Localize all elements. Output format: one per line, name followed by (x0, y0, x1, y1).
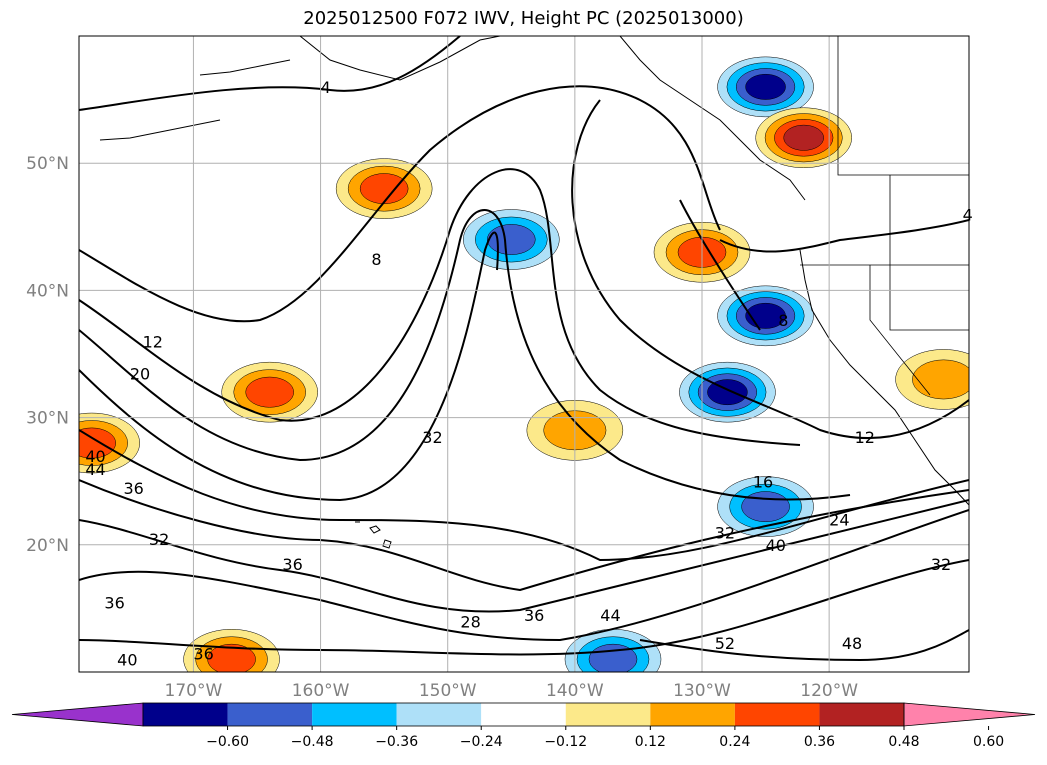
contour-label: 16 (753, 473, 773, 492)
colorbar-swatch (734, 703, 820, 726)
iwv-blob (221, 361, 318, 423)
colorbar-tick-label: 0.12 (635, 734, 666, 750)
contour-label: 52 (715, 634, 735, 653)
lat-tick-label: 50°N (26, 154, 69, 174)
colorbar: −0.60 −0.48 −0.36 −0.24 −0.12 0.12 0.24 0.36 0.4… (11, 702, 1036, 750)
contour-label: 36 (104, 593, 124, 612)
contour-label: 4 (963, 205, 973, 224)
contour-label: 40 (117, 651, 137, 670)
coastlines (99, 36, 969, 549)
lat-tick-label: 30°N (26, 409, 69, 429)
colorbar-tick-label: 0.60 (973, 734, 1004, 750)
colorbar-tick-label: −0.36 (375, 734, 418, 750)
iwv-blob (463, 209, 560, 270)
iwv-blob (183, 629, 280, 672)
contour-label: 32 (149, 530, 169, 549)
chart-title: 2025012500 F072 IWV, Height PC (20250130… (303, 8, 744, 29)
lon-tick-label: 120°W (800, 681, 858, 701)
iwv-level (783, 124, 824, 151)
contour-label: 12 (143, 333, 163, 352)
colorbar-swatch (650, 703, 735, 726)
contour-label: 12 (855, 428, 875, 447)
colorbar-swatch (143, 703, 228, 726)
colorbar-swatch (481, 703, 566, 726)
contour-label: 44 (85, 460, 105, 479)
contour-label: 48 (842, 634, 862, 653)
colorbar-frame (142, 702, 905, 727)
iwv-blob (679, 361, 776, 423)
colorbar-tick-label: −0.48 (291, 734, 334, 750)
colorbar-swatch (565, 703, 651, 726)
colorbar-swatch (312, 703, 397, 726)
colorbar-swatch (396, 703, 482, 726)
iwv-level (245, 376, 294, 408)
contour-label: 4 (321, 78, 331, 97)
contour-label: 36 (124, 479, 144, 498)
iwv-level (745, 73, 786, 100)
iwv-level (741, 491, 790, 523)
colorbar-tick-label: −0.12 (544, 734, 587, 750)
lat-tick-label: 20°N (26, 536, 69, 556)
iwv-blob (895, 349, 969, 410)
lat-tick-label: 40°N (26, 281, 69, 301)
iwv-level (207, 643, 256, 672)
contour-label: 8 (371, 250, 381, 269)
contour-label: 36 (193, 644, 213, 663)
contour-label: 44 (600, 606, 620, 625)
contour-label: 28 (460, 612, 480, 631)
contour-label: 36 (282, 555, 302, 574)
contour-label: 32 (931, 555, 951, 574)
contour-label: 32 (715, 523, 735, 542)
map-axes: 50°N 40°N 30°N 20°N 170°W 160°W 150°W 140°W 130°… (26, 154, 858, 701)
contour-label: 40 (85, 447, 105, 466)
colorbar-swatch (819, 703, 904, 726)
graticule (79, 36, 969, 672)
iwv-blob (79, 412, 140, 474)
colorbar-tick-label: −0.60 (206, 734, 249, 750)
contour-label: 24 (829, 511, 849, 530)
lon-tick-label: 130°W (673, 681, 731, 701)
colorbar-extend-high (903, 702, 1036, 727)
colorbar-tick-label: 0.48 (888, 734, 919, 750)
iwv-blob (717, 56, 814, 118)
lon-tick-label: 150°W (419, 681, 477, 701)
iwv-level (912, 359, 969, 400)
lon-tick-label: 140°W (546, 681, 604, 701)
colorbar-swatch (227, 703, 313, 726)
iwv-blob (717, 285, 814, 347)
contour-label: 20 (130, 364, 150, 383)
contour-label: 32 (422, 428, 442, 447)
iwv-blob (755, 107, 852, 169)
lon-tick-label: 170°W (165, 681, 223, 701)
iwv-blob (335, 158, 433, 219)
iwv-level (359, 173, 409, 205)
contour-label: 40 (766, 536, 786, 555)
contour-label: 36 (524, 606, 544, 625)
lon-tick-label: 160°W (292, 681, 350, 701)
colorbar-tick-label: −0.24 (460, 734, 503, 750)
colorbar-tick-label: 0.24 (719, 734, 750, 750)
colorbar-tick-label: 0.36 (804, 734, 835, 750)
colorbar-extend-low (11, 702, 144, 727)
iwv-level (487, 224, 536, 255)
contour-label: 8 (778, 311, 788, 330)
height-contours (79, 36, 969, 662)
